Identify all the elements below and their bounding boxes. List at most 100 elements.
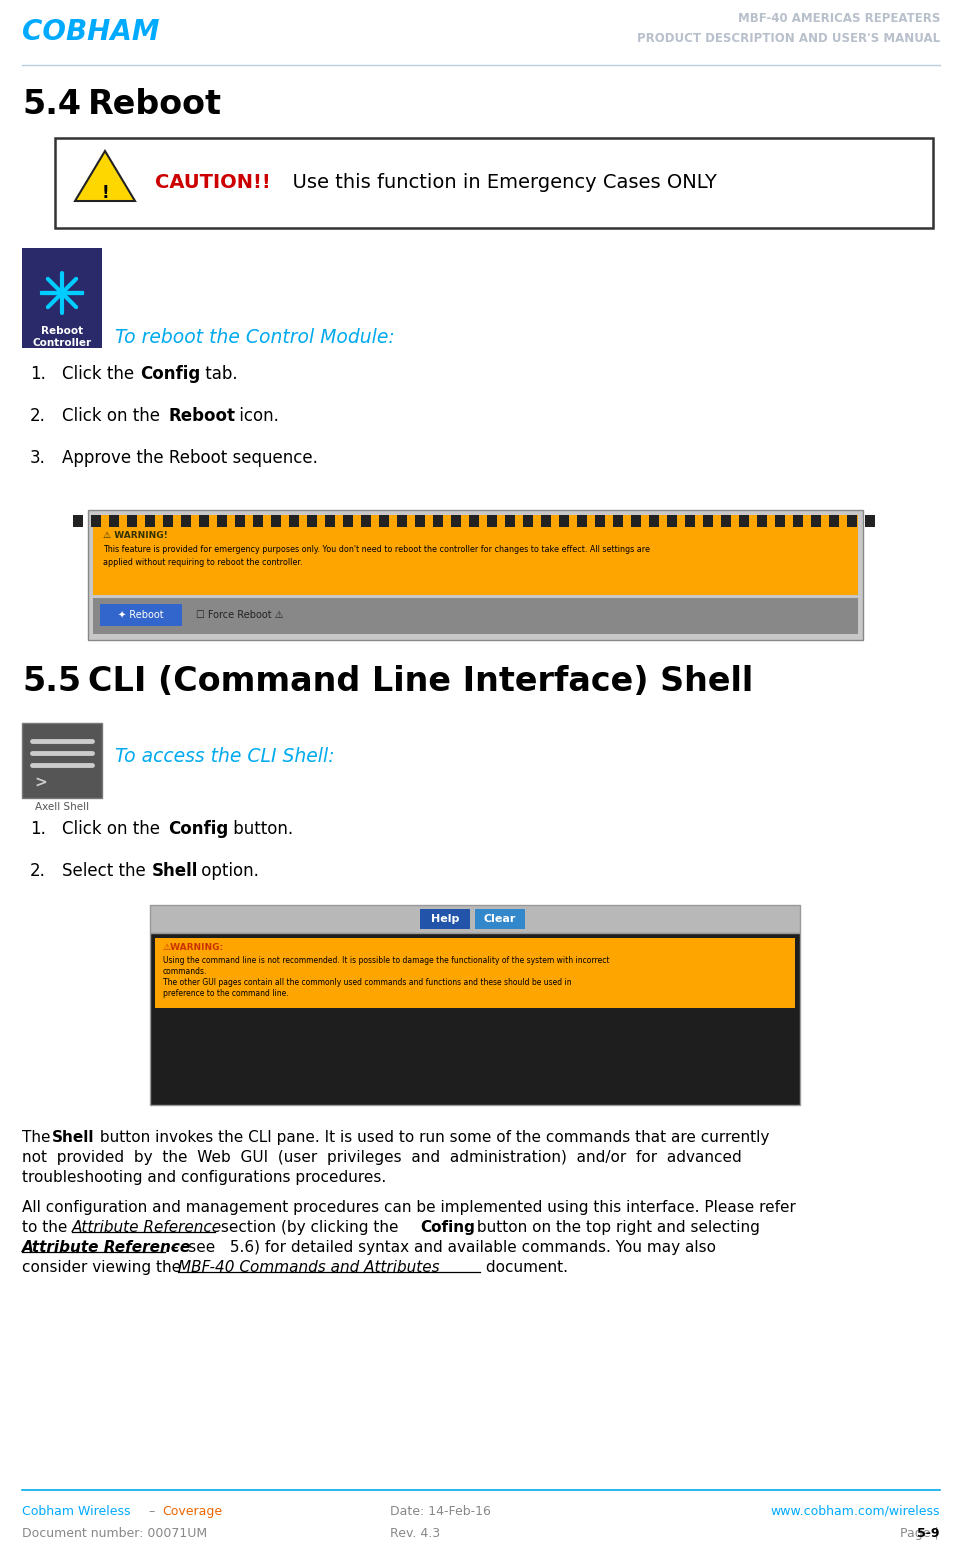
Text: troubleshooting and configurations procedures.: troubleshooting and configurations proce… <box>22 1171 386 1185</box>
Text: to the: to the <box>22 1221 72 1235</box>
Text: 3.: 3. <box>30 449 46 467</box>
Polygon shape <box>325 514 335 527</box>
Polygon shape <box>307 514 317 527</box>
Text: Attribute Reference: Attribute Reference <box>72 1221 222 1235</box>
Text: ☐ Force Reboot ⚠: ☐ Force Reboot ⚠ <box>196 610 284 621</box>
Text: MBF-40 Commands and Attributes: MBF-40 Commands and Attributes <box>178 1260 439 1275</box>
Polygon shape <box>847 514 857 527</box>
Polygon shape <box>91 514 101 527</box>
Text: Use this function in Emergency Cases ONLY: Use this function in Emergency Cases ONL… <box>280 173 717 192</box>
Text: COBHAM: COBHAM <box>22 19 159 45</box>
Text: All configuration and management procedures can be implemented using this interf: All configuration and management procedu… <box>22 1200 796 1214</box>
FancyBboxPatch shape <box>22 724 102 799</box>
Text: Config: Config <box>140 366 200 383</box>
Polygon shape <box>577 514 587 527</box>
Text: button invokes the CLI pane. It is used to run some of the commands that are cur: button invokes the CLI pane. It is used … <box>95 1130 769 1146</box>
Text: www.cobham.com/wireless: www.cobham.com/wireless <box>770 1505 940 1518</box>
Text: To access the CLI Shell:: To access the CLI Shell: <box>115 747 335 766</box>
Text: Using the command line is not recommended. It is possible to damage the function: Using the command line is not recommende… <box>163 957 610 964</box>
Polygon shape <box>793 514 803 527</box>
Polygon shape <box>667 514 677 527</box>
Text: 2.: 2. <box>30 863 46 880</box>
Text: section (by clicking the: section (by clicking the <box>216 1221 404 1235</box>
Text: Reboot: Reboot <box>88 88 222 120</box>
FancyBboxPatch shape <box>88 510 863 639</box>
Polygon shape <box>865 514 875 527</box>
Polygon shape <box>217 514 227 527</box>
Polygon shape <box>163 514 173 527</box>
Text: Document number: 00071UM: Document number: 00071UM <box>22 1527 207 1540</box>
Polygon shape <box>613 514 623 527</box>
FancyBboxPatch shape <box>475 910 525 928</box>
Text: !: ! <box>102 184 108 202</box>
Polygon shape <box>145 514 155 527</box>
Polygon shape <box>109 514 119 527</box>
Polygon shape <box>649 514 659 527</box>
Polygon shape <box>361 514 371 527</box>
Text: option.: option. <box>196 863 259 880</box>
Text: This feature is provided for emergency purposes only. You don't need to reboot t: This feature is provided for emergency p… <box>103 545 650 553</box>
Text: ⚠WARNING:: ⚠WARNING: <box>163 942 224 952</box>
Polygon shape <box>127 514 137 527</box>
Polygon shape <box>397 514 407 527</box>
Text: Coverage: Coverage <box>162 1505 222 1518</box>
Text: 1.: 1. <box>30 821 46 838</box>
Text: ⚠ WARNING!: ⚠ WARNING! <box>103 531 168 539</box>
Polygon shape <box>739 514 749 527</box>
Polygon shape <box>289 514 299 527</box>
Text: Page |: Page | <box>900 1527 943 1540</box>
Text: CLI (Command Line Interface) Shell: CLI (Command Line Interface) Shell <box>88 664 753 699</box>
FancyBboxPatch shape <box>93 514 858 596</box>
Text: 5.4: 5.4 <box>22 88 81 120</box>
Text: Click on the: Click on the <box>62 821 165 838</box>
Polygon shape <box>271 514 281 527</box>
Text: Shell: Shell <box>52 1130 95 1146</box>
FancyBboxPatch shape <box>93 599 858 635</box>
Text: 5-9: 5-9 <box>918 1527 940 1540</box>
Text: ✦ Reboot: ✦ Reboot <box>118 610 164 621</box>
Polygon shape <box>379 514 389 527</box>
FancyBboxPatch shape <box>155 938 795 1008</box>
Text: Help: Help <box>431 914 459 924</box>
Text: 1.: 1. <box>30 366 46 383</box>
Text: 2.: 2. <box>30 406 46 425</box>
Polygon shape <box>595 514 605 527</box>
Text: commands.: commands. <box>163 967 207 975</box>
Polygon shape <box>469 514 479 527</box>
FancyBboxPatch shape <box>100 603 182 627</box>
Text: icon.: icon. <box>234 406 279 425</box>
Polygon shape <box>343 514 353 527</box>
Text: Attribute Reference: Attribute Reference <box>22 1239 191 1255</box>
Text: applied without requiring to reboot the controller.: applied without requiring to reboot the … <box>103 558 302 567</box>
Polygon shape <box>451 514 461 527</box>
FancyBboxPatch shape <box>150 933 800 1105</box>
Polygon shape <box>631 514 641 527</box>
Polygon shape <box>703 514 713 527</box>
Polygon shape <box>757 514 767 527</box>
Text: –: – <box>148 1505 154 1518</box>
Text: Shell: Shell <box>152 863 199 880</box>
FancyBboxPatch shape <box>420 910 470 928</box>
FancyBboxPatch shape <box>150 905 800 933</box>
Text: Reboot: Reboot <box>41 327 83 336</box>
Text: Controller: Controller <box>33 338 91 349</box>
Text: >: > <box>34 775 47 789</box>
Polygon shape <box>505 514 515 527</box>
Polygon shape <box>541 514 551 527</box>
Polygon shape <box>685 514 695 527</box>
Polygon shape <box>253 514 263 527</box>
Text: CAUTION!!: CAUTION!! <box>155 173 270 192</box>
Text: document.: document. <box>481 1260 568 1275</box>
Polygon shape <box>559 514 569 527</box>
Text: Approve the Reboot sequence.: Approve the Reboot sequence. <box>62 449 317 467</box>
Text: consider viewing the: consider viewing the <box>22 1260 186 1275</box>
Text: Click on the: Click on the <box>62 406 165 425</box>
Polygon shape <box>487 514 497 527</box>
Text: Rev. 4.3: Rev. 4.3 <box>390 1527 440 1540</box>
Polygon shape <box>73 514 83 527</box>
Polygon shape <box>523 514 533 527</box>
Text: Date: 14-Feb-16: Date: 14-Feb-16 <box>390 1505 491 1518</box>
Text: Select the: Select the <box>62 863 151 880</box>
Text: Click the: Click the <box>62 366 139 383</box>
FancyBboxPatch shape <box>22 249 102 349</box>
